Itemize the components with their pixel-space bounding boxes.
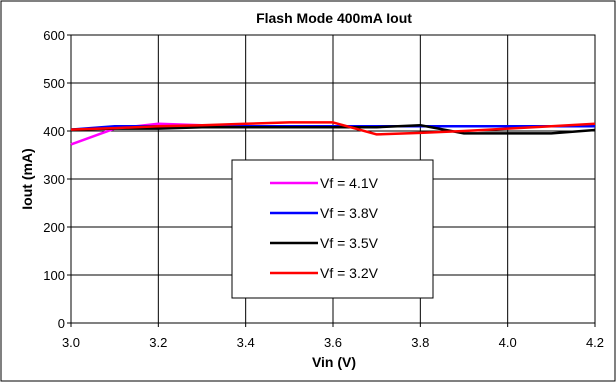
x-tick-label: 3.8: [411, 335, 429, 350]
y-tick-label: 300: [43, 172, 65, 187]
legend-label: Vf = 3.5V: [320, 235, 379, 251]
y-tick-label: 400: [43, 124, 65, 139]
axis-layer: 3.0 3.2 3.4 3.6 3.8 4.0 4.2 0 100 200 300 400 500 600: [43, 28, 604, 350]
legend: Vf = 4.1V Vf = 3.8V Vf = 3.5V Vf = 3.2V: [231, 159, 434, 299]
x-tick-label: 3.0: [62, 335, 80, 350]
series-line: [70, 121, 596, 136]
legend-label: Vf = 3.2V: [320, 265, 379, 281]
series-line: [70, 123, 596, 135]
x-tick-label: 3.4: [237, 335, 255, 350]
y-tick-label: 100: [43, 268, 65, 283]
x-axis-title: Vin (V): [312, 354, 356, 370]
y-tick-label: 600: [43, 28, 65, 43]
series-layer: [70, 121, 596, 146]
x-tick-label: 3.2: [149, 335, 167, 350]
x-tick-label: 3.6: [324, 335, 342, 350]
legend-box: [231, 159, 434, 299]
chart-title: Flash Mode 400mA Iout: [256, 10, 412, 26]
legend-label: Vf = 4.1V: [320, 175, 379, 191]
y-tick-label: 200: [43, 220, 65, 235]
x-tick-label: 4.2: [586, 335, 604, 350]
y-tick-label: 500: [43, 76, 65, 91]
x-tick-label: 4.0: [499, 335, 517, 350]
y-tick-label: 0: [58, 316, 65, 331]
legend-label: Vf = 3.8V: [320, 205, 379, 221]
y-axis-title: Iout (mA): [19, 148, 35, 209]
